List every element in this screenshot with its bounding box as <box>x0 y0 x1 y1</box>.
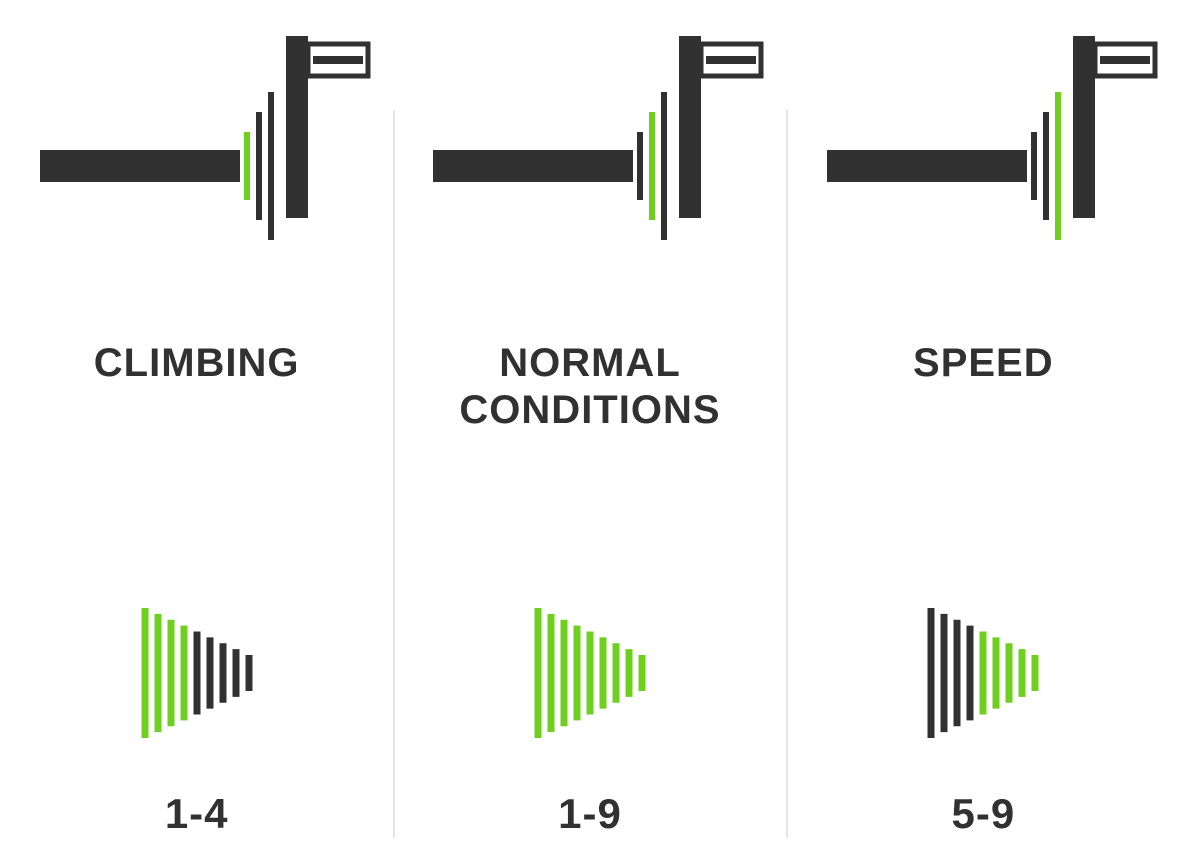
range-label: 5-9 <box>787 790 1180 838</box>
cassette-icon <box>117 598 277 748</box>
panel-title: NORMAL CONDITIONS <box>393 340 786 434</box>
chainring-icon <box>787 0 1180 280</box>
chainring-icon-wrap <box>0 0 393 280</box>
chainring-icon <box>0 0 393 280</box>
cassette-icon-wrap <box>393 598 786 748</box>
panel-climbing: CLIMBING 1-4 <box>0 0 393 868</box>
chainring-icon-wrap <box>787 0 1180 280</box>
cassette-icon-wrap <box>787 598 1180 748</box>
chainring-icon <box>393 0 786 280</box>
range-label: 1-9 <box>393 790 786 838</box>
cassette-icon <box>510 598 670 748</box>
panel-normal: NORMAL CONDITIONS 1-9 <box>393 0 786 868</box>
cassette-icon-wrap <box>0 598 393 748</box>
infographic-container: CLIMBING 1-4 NORMAL CONDITIONS 1-9 SPEED… <box>0 0 1180 868</box>
panel-title: CLIMBING <box>94 340 300 387</box>
range-label: 1-4 <box>0 790 393 838</box>
cassette-icon <box>903 598 1063 748</box>
chainring-icon-wrap <box>393 0 786 280</box>
panel-title: SPEED <box>913 340 1054 387</box>
panel-speed: SPEED 5-9 <box>787 0 1180 868</box>
